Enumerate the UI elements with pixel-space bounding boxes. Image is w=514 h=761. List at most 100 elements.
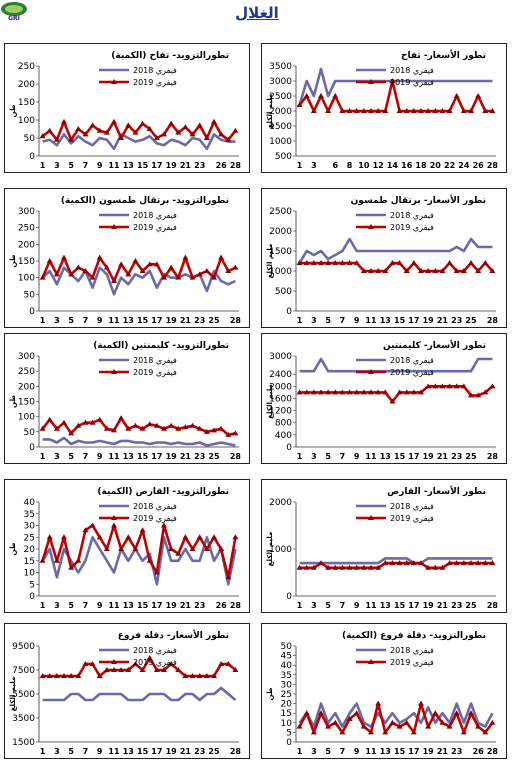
x-tick-label: 25 — [208, 452, 220, 461]
data-point — [218, 254, 225, 260]
data-point — [453, 560, 460, 566]
brand-logo: GRI — [0, 0, 36, 22]
x-tick-label: 5 — [325, 747, 331, 756]
legend-label: فيفري 2019 — [133, 78, 177, 87]
data-point — [318, 560, 324, 566]
data-point — [111, 427, 117, 433]
x-tick-label: 15 — [394, 601, 406, 610]
data-point — [39, 133, 46, 139]
y-tick-label: 200 — [18, 382, 35, 392]
data-point — [39, 673, 46, 678]
data-point — [360, 723, 367, 729]
x-tick-label: 3 — [311, 316, 317, 325]
x-tick-label: 9 — [354, 747, 360, 756]
data-point — [318, 260, 324, 265]
data-point — [296, 389, 303, 395]
y-axis-label: مليم الكلغ — [266, 244, 274, 279]
y-tick-label: 50 — [24, 134, 36, 144]
data-point — [203, 268, 210, 273]
data-point — [318, 710, 324, 716]
y-tick-label: 150 — [18, 257, 35, 267]
chart-title: تطورالتزويد- برتقال طمسون (الكمية) — [61, 196, 229, 206]
chart-title: تطورالتزويد- القارص (الكمية) — [97, 487, 229, 497]
data-point — [46, 416, 53, 422]
x-tick-label: 26 — [216, 601, 228, 610]
y-tick-label: 10 — [281, 719, 293, 729]
data-point — [175, 425, 182, 431]
x-tick-label: 25 — [465, 316, 477, 325]
data-point — [182, 254, 189, 260]
x-tick-label: 21 — [180, 452, 192, 461]
data-point — [439, 108, 446, 113]
x-tick-label: 5 — [325, 452, 331, 461]
data-point — [125, 425, 132, 431]
y-tick-label: 1600 — [269, 394, 292, 404]
data-point — [75, 557, 82, 563]
y-tick-label: 5 — [286, 728, 292, 738]
data-point — [218, 425, 225, 431]
y-tick-label: 3500 — [269, 62, 292, 72]
data-point — [89, 661, 96, 666]
data-point — [161, 425, 167, 431]
data-point — [296, 260, 303, 265]
data-point — [46, 673, 53, 678]
data-point — [161, 667, 167, 672]
data-point — [103, 264, 110, 270]
data-point — [310, 389, 317, 395]
data-point — [375, 564, 382, 570]
data-point — [118, 415, 125, 421]
data-point — [96, 673, 103, 678]
chart-svg: تطورالتزويد- كليمنتين (الكمية)طن05010015… — [9, 341, 241, 461]
x-tick-label: 28 — [230, 601, 242, 610]
data-point — [161, 522, 167, 528]
data-point — [296, 564, 303, 570]
data-point — [146, 655, 153, 660]
data-point — [446, 560, 453, 566]
x-tick-label: 19 — [166, 316, 178, 325]
x-tick-label: 11 — [108, 452, 120, 461]
series-line — [42, 133, 236, 151]
data-point — [132, 258, 139, 263]
data-point — [453, 268, 460, 273]
data-point — [39, 557, 46, 563]
x-tick-label: 17 — [151, 452, 162, 461]
data-point — [196, 271, 203, 277]
data-point — [360, 108, 367, 113]
data-point — [353, 710, 360, 716]
x-tick-label: 5 — [325, 601, 331, 610]
data-point — [468, 108, 474, 113]
y-tick-label: 50 — [281, 642, 293, 652]
y-tick-label: 200 — [18, 80, 35, 90]
data-point — [425, 268, 432, 273]
data-point — [225, 268, 232, 273]
data-point — [61, 673, 67, 678]
y-tick-label: 150 — [18, 398, 35, 408]
data-point — [403, 719, 410, 725]
data-point — [346, 260, 353, 265]
chart-title: تطورالتزويد- تفاح (الكمية) — [111, 51, 229, 61]
data-point — [310, 260, 317, 265]
chart-panel-2: تطور الأسعار- تفاح مليم الكلغ 500 1000 1500 2… — [261, 43, 507, 173]
data-point — [396, 560, 403, 566]
x-tick-label: 21 — [180, 601, 192, 610]
x-tick-label: 14 — [387, 161, 399, 170]
legend-marker — [111, 79, 117, 84]
data-point — [61, 118, 67, 124]
data-point — [132, 422, 139, 428]
data-point — [396, 108, 403, 113]
data-point — [482, 560, 489, 566]
data-point — [382, 389, 389, 395]
x-tick-label: 23 — [451, 452, 462, 461]
x-tick-label: 23 — [194, 747, 205, 756]
data-point — [418, 108, 424, 113]
x-tick-label: 5 — [68, 161, 74, 170]
data-point — [189, 274, 196, 280]
legend-label: فيفري 2019 — [133, 514, 177, 523]
data-point — [118, 135, 125, 140]
data-point — [203, 546, 210, 551]
data-point — [103, 667, 110, 672]
x-tick-label: 19 — [423, 601, 435, 610]
x-tick-label: 8 — [347, 161, 353, 170]
x-tick-label: 17 — [151, 601, 162, 610]
y-tick-label: 9500 — [12, 642, 35, 652]
